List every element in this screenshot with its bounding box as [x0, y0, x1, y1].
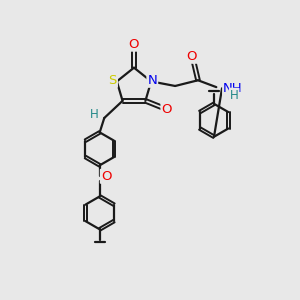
Text: NH: NH	[223, 82, 243, 95]
Text: H: H	[90, 108, 98, 121]
Text: S: S	[109, 74, 117, 87]
Text: N: N	[147, 74, 157, 87]
Text: O: O	[101, 170, 111, 183]
Text: O: O	[129, 38, 139, 51]
Text: O: O	[186, 50, 196, 63]
Text: O: O	[161, 103, 172, 116]
Text: H: H	[230, 88, 239, 102]
